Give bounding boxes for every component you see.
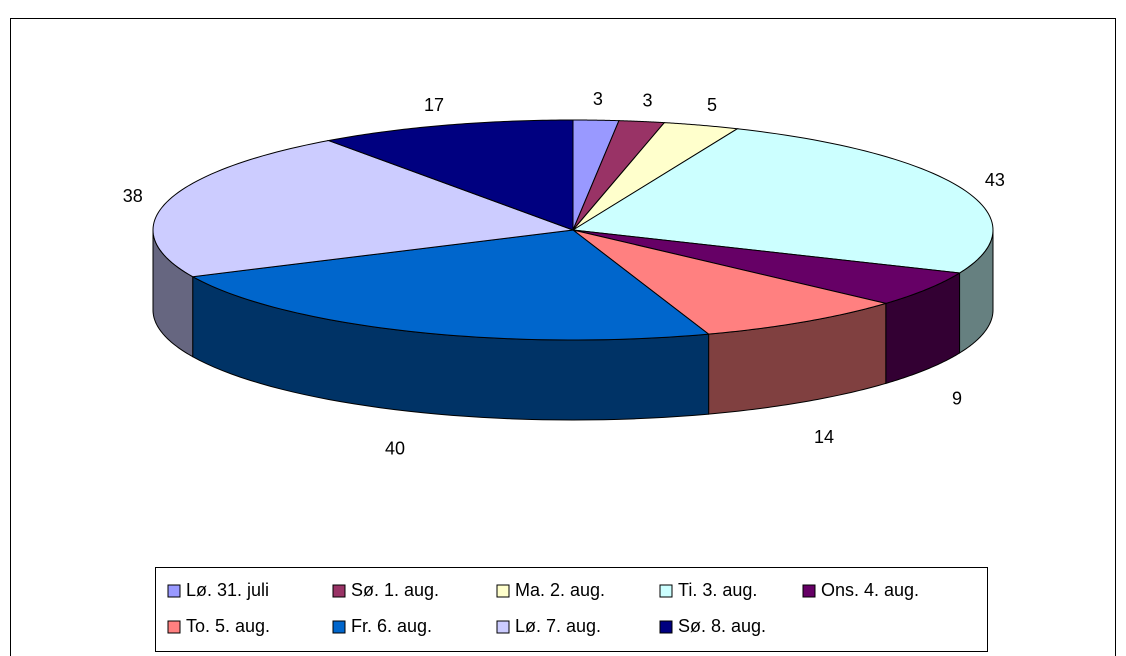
- pie-slice: [571, 128, 994, 274]
- legend-swatch: [332, 584, 346, 598]
- data-label: 5: [707, 95, 717, 115]
- legend-swatch: [496, 620, 510, 634]
- legend-swatch: [332, 620, 346, 634]
- legend-label: Lø. 31. juli: [186, 580, 269, 600]
- pie-slice: [572, 229, 962, 304]
- legend-label: Ons. 4. aug.: [821, 580, 919, 600]
- data-label: 40: [385, 438, 405, 458]
- data-label: 3: [593, 89, 603, 109]
- data-label: 9: [952, 388, 962, 408]
- data-label: 3: [642, 91, 652, 111]
- data-label: 14: [814, 427, 834, 447]
- legend-swatch: [659, 584, 673, 598]
- legend-label: Sø. 8. aug.: [678, 616, 766, 636]
- pie-slice: [191, 229, 710, 341]
- pie-slice: [152, 140, 574, 278]
- legend-swatch: [167, 584, 181, 598]
- legend-box: [155, 567, 988, 652]
- data-label: 38: [123, 186, 143, 206]
- legend-label: Sø. 1. aug.: [351, 580, 439, 600]
- legend-label: Lø. 7. aug.: [515, 616, 601, 636]
- legend-label: Ma. 2. aug.: [515, 580, 605, 600]
- data-label: 43: [985, 170, 1005, 190]
- legend-label: To. 5. aug.: [186, 616, 270, 636]
- legend-swatch: [496, 584, 510, 598]
- legend-swatch: [659, 620, 673, 634]
- legend-label: Ti. 3. aug.: [678, 580, 757, 600]
- legend-swatch: [167, 620, 181, 634]
- pie-slice: [572, 229, 888, 335]
- data-label: 17: [424, 95, 444, 115]
- pie-slice: [572, 122, 739, 231]
- pie-slice: [326, 119, 574, 231]
- legend-label: Fr. 6. aug.: [351, 616, 432, 636]
- legend-swatch: [802, 584, 816, 598]
